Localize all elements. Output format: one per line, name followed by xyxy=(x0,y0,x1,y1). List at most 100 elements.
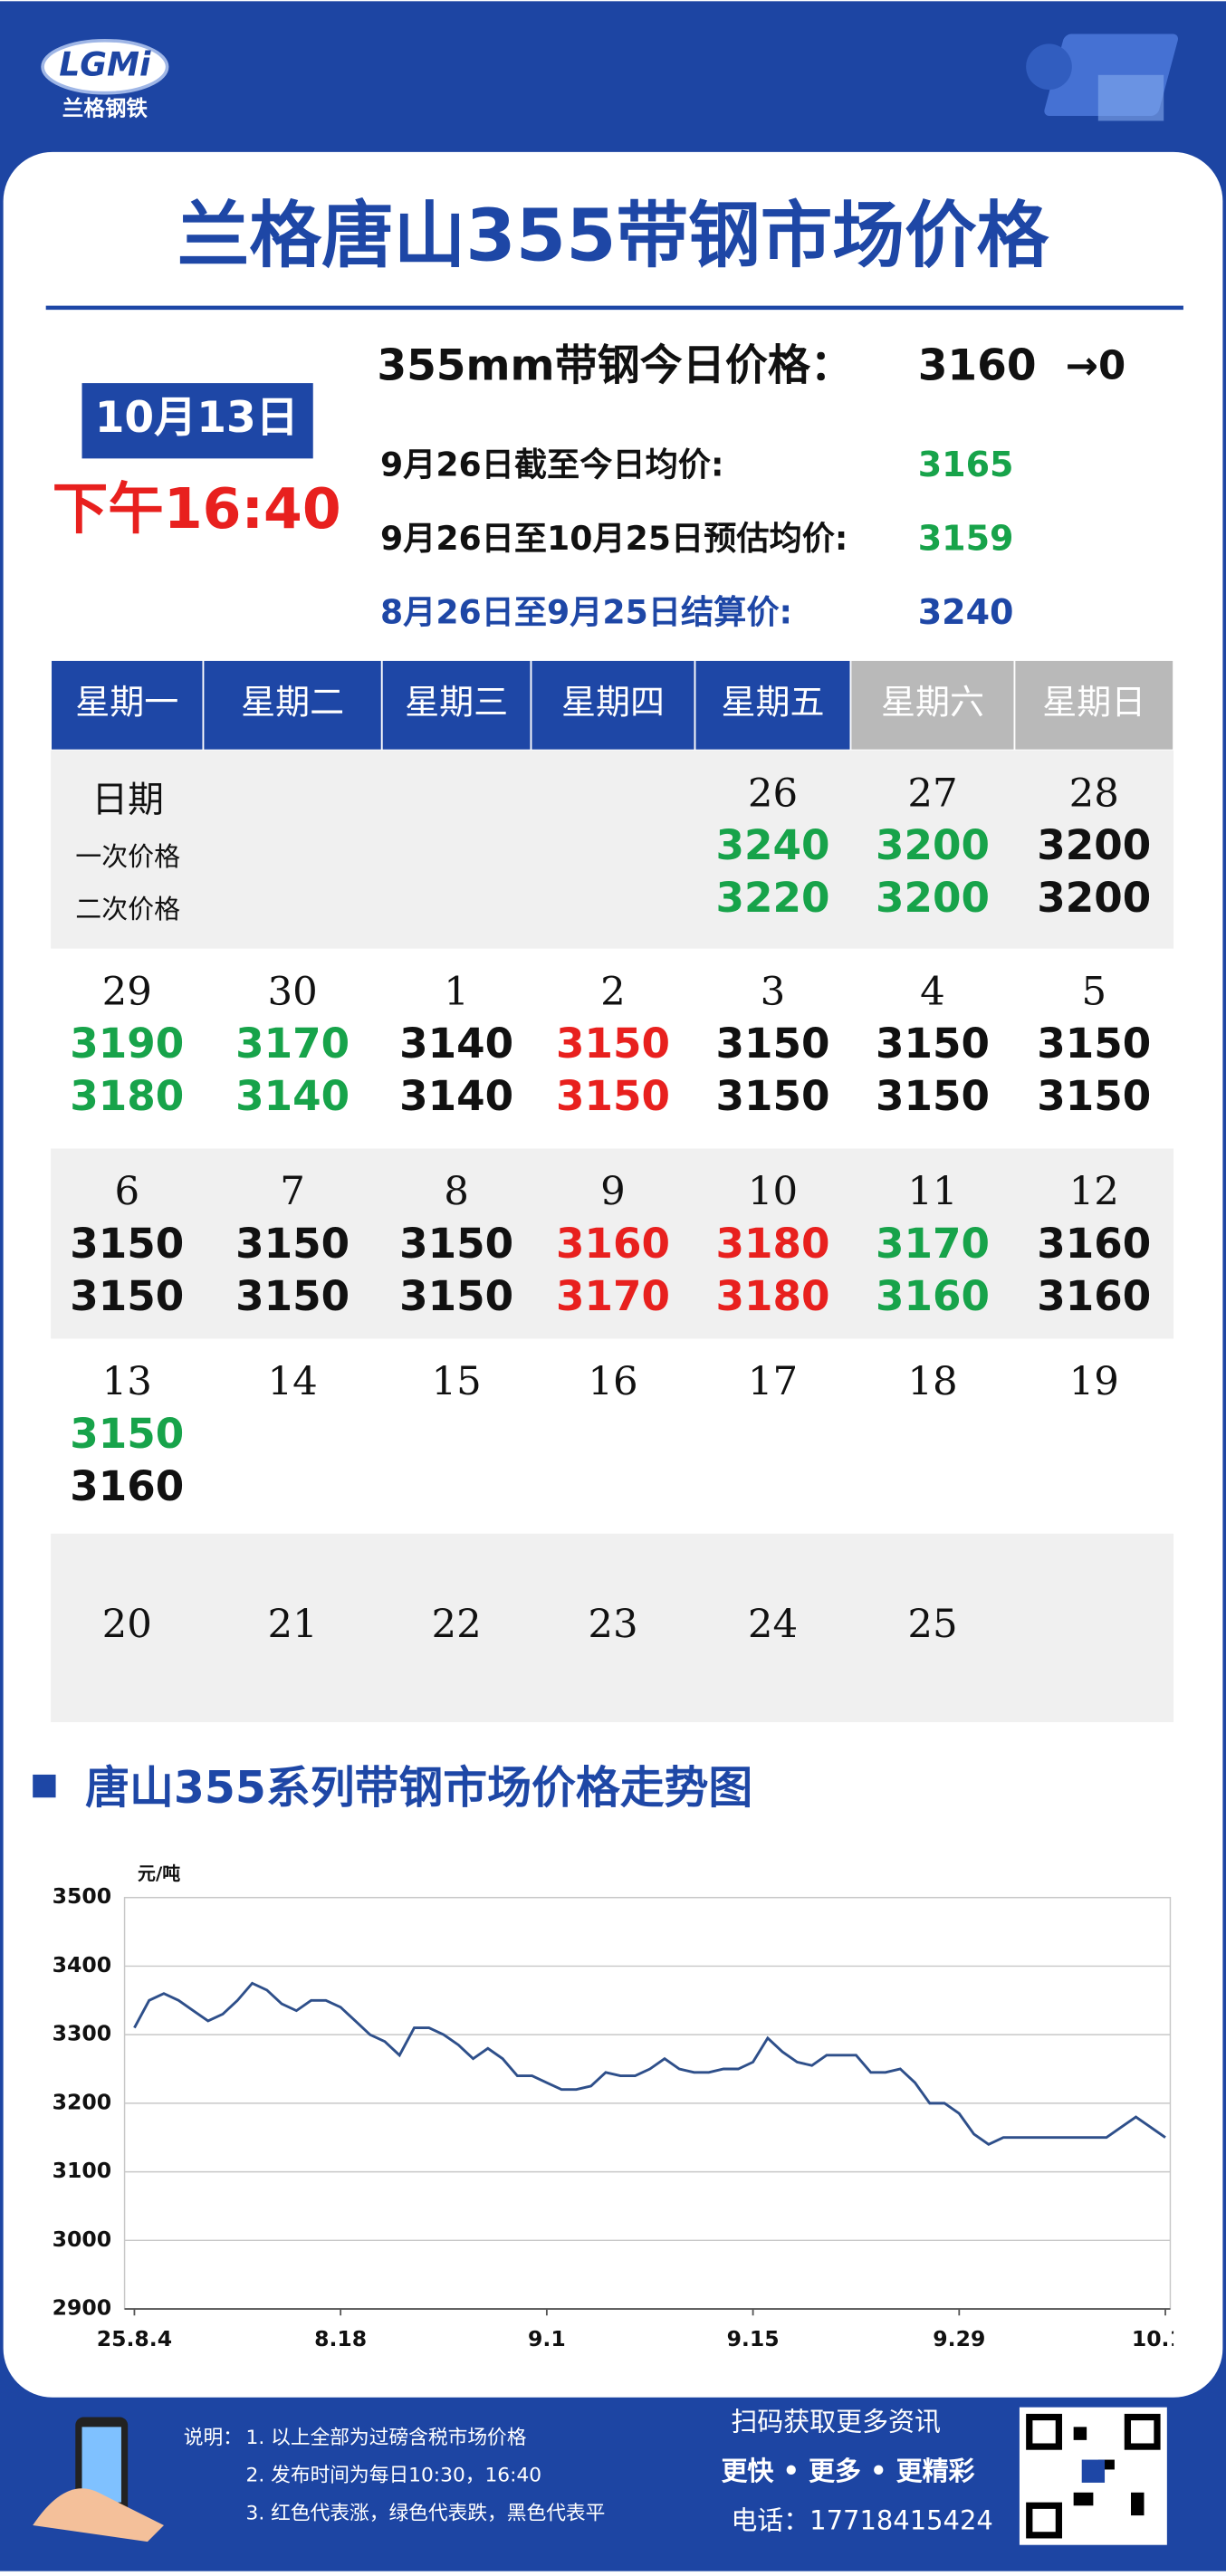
day: 23 xyxy=(588,1602,637,1647)
price: 3160 xyxy=(876,1272,990,1320)
price: 3150 xyxy=(70,1220,184,1268)
title: 兰格唐山355带钢市场价格 xyxy=(177,194,1050,278)
price: 3150 xyxy=(556,1072,670,1120)
day: 24 xyxy=(748,1602,798,1647)
day: 21 xyxy=(267,1602,317,1647)
slogan: 更快 • 更多 • 更精彩 xyxy=(721,2456,974,2486)
price: 3150 xyxy=(1037,1020,1151,1068)
price: 3150 xyxy=(556,1020,670,1068)
y-tick-label: 3300 xyxy=(53,2021,111,2046)
note-label: 说明： xyxy=(184,2427,243,2449)
day: 22 xyxy=(431,1602,481,1647)
price: 3150 xyxy=(876,1072,990,1120)
decor xyxy=(1026,34,1178,121)
note: 1. 以上全部为过磅含税市场价格 xyxy=(246,2427,527,2449)
weekday-cell xyxy=(849,659,1016,752)
price: 3150 xyxy=(1037,1072,1151,1120)
y-tick-label: 3200 xyxy=(53,2089,111,2114)
logo: LGMi xyxy=(59,45,151,84)
y-tick-label: 3400 xyxy=(53,1952,111,1977)
price: 3150 xyxy=(716,1072,830,1120)
price: 3140 xyxy=(399,1072,513,1120)
weekday-cell xyxy=(50,659,205,752)
day: 18 xyxy=(907,1359,957,1404)
weekday: 星期二 xyxy=(241,682,344,722)
price: 3200 xyxy=(1037,821,1151,869)
day: 1 xyxy=(444,969,469,1014)
price: 3150 xyxy=(70,1410,184,1458)
summary-value: 3240 xyxy=(918,592,1014,632)
price: 3150 xyxy=(399,1220,513,1268)
price: 3140 xyxy=(235,1072,350,1120)
x-tick-label: 9.29 xyxy=(933,2326,985,2351)
weekday: 星期六 xyxy=(881,682,984,722)
price: 3220 xyxy=(716,874,830,922)
day: 16 xyxy=(588,1359,637,1404)
weekday: 星期四 xyxy=(561,682,665,722)
weekday-cell xyxy=(202,659,383,752)
weekday-cell xyxy=(1013,659,1174,752)
price: 3200 xyxy=(876,874,990,922)
x-tick-label: 25.8.4 xyxy=(97,2326,172,2351)
price: 3200 xyxy=(876,821,990,869)
summary-label: 9月26日截至今日均价: xyxy=(380,445,724,484)
price-line xyxy=(133,1981,1166,2146)
weekday: 星期五 xyxy=(721,682,824,722)
day: 19 xyxy=(1069,1359,1119,1404)
qr-text: 扫码获取更多资讯 xyxy=(731,2407,941,2437)
x-tick-label: 10.13 xyxy=(1132,2326,1199,2351)
day: 13 xyxy=(102,1359,152,1404)
price: 3170 xyxy=(556,1272,670,1320)
price: 3180 xyxy=(716,1220,830,1268)
day: 30 xyxy=(267,969,317,1014)
today-label: 355mm带钢今日价格： xyxy=(377,340,853,390)
day: 7 xyxy=(280,1169,305,1214)
phone-icon xyxy=(33,2417,165,2542)
y-tick-label: 3000 xyxy=(53,2226,111,2252)
day: 10 xyxy=(748,1169,798,1214)
row-label: 日期 xyxy=(91,780,164,821)
day: 11 xyxy=(907,1169,957,1214)
row-band xyxy=(51,750,1174,949)
price: 3200 xyxy=(1037,874,1151,922)
day: 15 xyxy=(431,1359,481,1404)
price: 3180 xyxy=(70,1072,184,1120)
phone: 电话：17718415424 xyxy=(731,2504,993,2535)
day: 5 xyxy=(1081,969,1106,1014)
price: 3150 xyxy=(235,1220,350,1268)
time: 下午16:40 xyxy=(53,476,341,541)
price: 3160 xyxy=(556,1220,670,1268)
price: 3160 xyxy=(70,1462,184,1510)
price: 3150 xyxy=(876,1020,990,1068)
day: 12 xyxy=(1069,1169,1119,1214)
weekday: 星期日 xyxy=(1042,682,1145,722)
day: 28 xyxy=(1069,771,1119,816)
price: 3170 xyxy=(235,1020,350,1068)
chart-title: 唐山355系列带钢市场价格走势图 xyxy=(85,1762,752,1814)
price: 3150 xyxy=(399,1272,513,1320)
x-tick-label: 9.1 xyxy=(528,2326,566,2351)
day: 25 xyxy=(907,1602,957,1647)
brand: 兰格钢铁 xyxy=(62,95,148,120)
summary-value: 3165 xyxy=(918,445,1014,484)
day: 17 xyxy=(748,1359,798,1404)
price: 3160 xyxy=(1037,1220,1151,1268)
y-tick-label: 2900 xyxy=(53,2295,111,2321)
summary-label: 9月26日至10月25日预估均价: xyxy=(380,519,848,558)
price: 3170 xyxy=(876,1220,990,1268)
row-label: 二次价格 xyxy=(75,894,180,924)
y-tick-label: 3500 xyxy=(53,1883,111,1909)
day: 8 xyxy=(444,1169,469,1214)
date-box xyxy=(81,383,313,459)
day: 4 xyxy=(920,969,945,1014)
section-icon xyxy=(33,1774,56,1798)
y-tick-label: 3100 xyxy=(53,2158,111,2183)
row-band xyxy=(51,1533,1174,1723)
price: 3240 xyxy=(716,821,830,869)
day: 20 xyxy=(102,1602,152,1647)
x-tick-label: 8.18 xyxy=(314,2326,367,2351)
price: 3140 xyxy=(399,1020,513,1068)
price: 3180 xyxy=(716,1272,830,1320)
row-band xyxy=(51,1148,1174,1339)
